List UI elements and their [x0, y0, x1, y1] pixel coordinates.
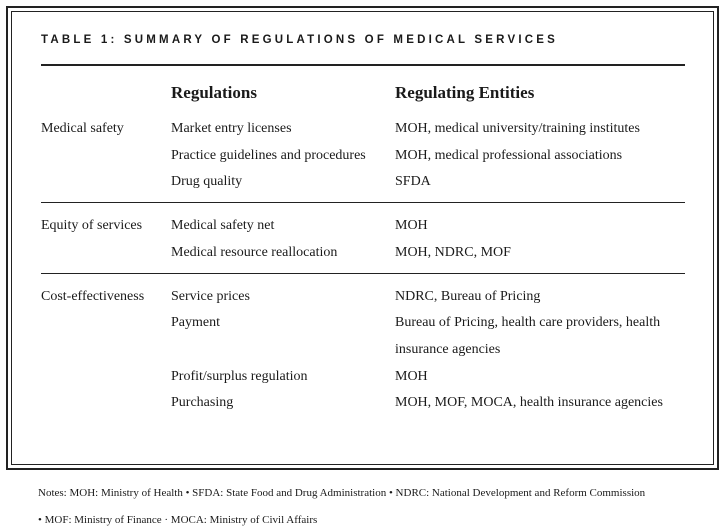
table-body: Medical safety Market entry licenses MOH, …: [41, 106, 685, 423]
regulation-cell: Purchasing: [171, 395, 234, 411]
table-frame: TABLE 1: SUMMARY OF REGULATIONS OF MEDIC…: [6, 6, 719, 470]
entities-cell: MOH, MOF, MOCA, health insurance agencie…: [395, 395, 663, 411]
regulation-cell: Medical resource reallocation: [171, 244, 338, 260]
header-row: Regulations Regulating Entities: [41, 66, 685, 106]
top-rule: [41, 64, 685, 66]
regulation-cell: Drug quality: [171, 174, 243, 190]
regulation-cell: Profit/surplus regulation: [171, 368, 308, 384]
empty-cell: [41, 240, 171, 267]
group-rule: [41, 202, 685, 204]
empty-cell: [41, 169, 171, 196]
empty-cell: [41, 390, 171, 417]
empty-cell: [41, 364, 171, 391]
regulation-cell: Medical safety net: [171, 218, 275, 234]
entities-cell: MOH: [395, 368, 428, 384]
entities-cell: MOH, medical university/training institu…: [395, 121, 640, 136]
regulation-cell: Service prices: [171, 288, 250, 304]
table-inner-frame: TABLE 1: SUMMARY OF REGULATIONS OF MEDIC…: [11, 11, 714, 465]
header-cell: Regulations: [171, 83, 257, 102]
category-cell: Cost-effectiveness: [41, 288, 145, 304]
regulation-cell: Payment: [171, 315, 220, 331]
regulation-cell: Practice guidelines and procedures: [171, 147, 366, 163]
category-cell: Medical safety: [41, 121, 124, 136]
entities-cell: MOH, medical professional associations: [395, 147, 623, 163]
empty-cell: [41, 310, 171, 363]
entities-cell: MOH: [395, 218, 428, 234]
row-group: Equity of services Medical safety net MOH M…: [41, 203, 685, 272]
row-group: Medical safety Market entry licenses MOH, …: [41, 106, 685, 202]
empty-cell: [41, 143, 171, 170]
header-spacer: [41, 80, 171, 106]
entities-cell: SFDA: [395, 174, 431, 190]
header-cell: Regulating Entities: [395, 83, 535, 102]
entities-cell: Bureau of Pricing, health care providers…: [395, 315, 661, 357]
entities-cell: NDRC, Bureau of Pricing: [395, 288, 541, 304]
group-rule: [41, 272, 685, 274]
regulation-cell: Market entry licenses: [171, 121, 292, 136]
table-title: TABLE 1: SUMMARY OF REGULATIONS OF MEDIC…: [41, 34, 558, 46]
table: Regulations Regulating Entities Medical …: [41, 64, 685, 423]
row-group: Cost-effectiveness Service prices NDRC, Bu…: [41, 274, 685, 424]
notes: Notes: MOH: Ministry of Health • SFDA: S…: [38, 487, 646, 526]
category-cell: Equity of services: [41, 218, 143, 234]
entities-cell: MOH, NDRC, MOF: [395, 244, 511, 260]
